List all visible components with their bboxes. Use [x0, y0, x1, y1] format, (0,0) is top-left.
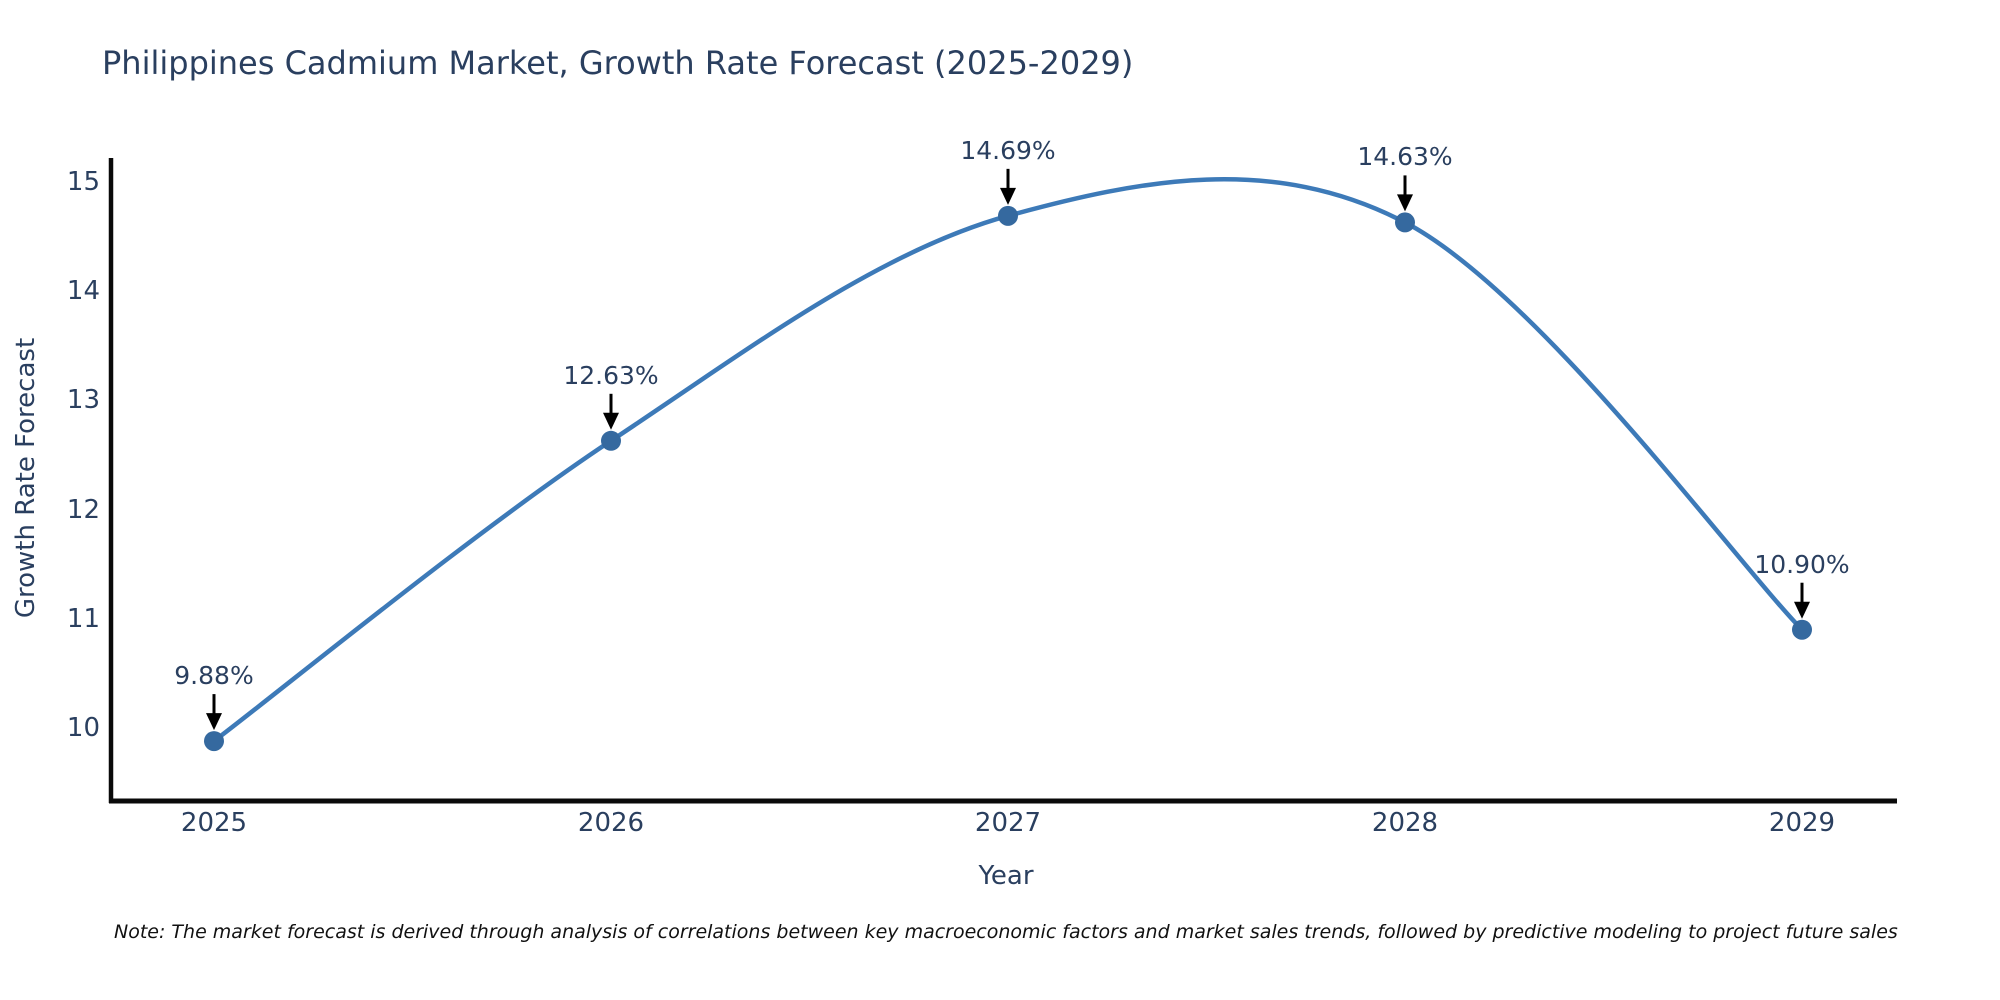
annotation-arrowhead — [603, 412, 619, 430]
annotation-arrowhead — [1397, 194, 1413, 212]
x-tick-label: 2028 — [1371, 808, 1439, 838]
chart-title: Philippines Cadmium Market, Growth Rate … — [102, 44, 1134, 82]
y-tick-label: 10 — [66, 713, 100, 743]
x-tick-label: 2027 — [974, 808, 1042, 838]
x-tick-label: 2025 — [180, 808, 248, 838]
y-tick-label: 13 — [66, 385, 100, 416]
trend-line — [211, 177, 1805, 744]
point-annotation-label: 10.90% — [1754, 549, 1850, 579]
point-annotation-label: 14.63% — [1357, 142, 1453, 172]
y-tick-label: 12 — [66, 494, 100, 525]
annotation-arrowhead — [1000, 187, 1016, 205]
y-tick-label: 14 — [66, 276, 100, 307]
x-axis-title: Year — [978, 861, 1034, 891]
y-tick-label: 11 — [66, 603, 100, 634]
point-annotation-label: 14.69% — [960, 135, 1056, 165]
data-point-marker[interactable] — [1792, 619, 1812, 640]
data-point-marker[interactable] — [204, 731, 224, 752]
x-tick-label: 2029 — [1768, 808, 1836, 838]
y-axis-title: Growth Rate Forecast — [11, 337, 41, 619]
data-point-marker[interactable] — [998, 205, 1018, 226]
data-point-marker[interactable] — [1395, 212, 1415, 233]
annotation-arrowhead — [206, 713, 222, 731]
data-point-marker[interactable] — [601, 430, 621, 451]
annotation-arrowhead — [1794, 601, 1810, 619]
y-tick-label: 15 — [66, 167, 100, 197]
point-annotation-label: 9.88% — [174, 661, 254, 691]
point-annotation-label: 12.63% — [563, 360, 659, 390]
footnote: Note: The market forecast is derived thr… — [114, 921, 1898, 943]
x-tick-label: 2026 — [577, 808, 645, 838]
